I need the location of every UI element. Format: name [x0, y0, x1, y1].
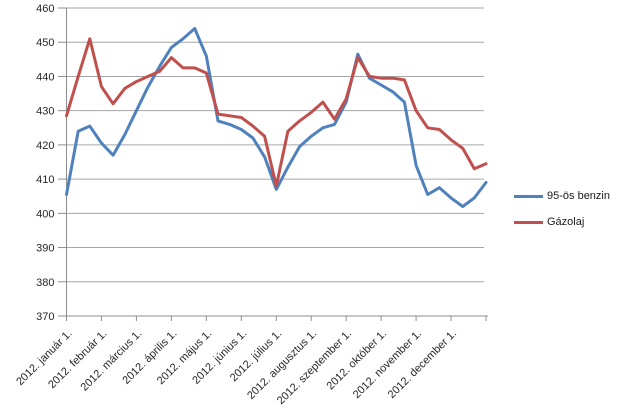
gazolaj-line-swatch-icon: [514, 220, 543, 224]
y-axis-labels: 370 380 390 400 410 420 430 440 450 460: [36, 3, 54, 323]
x-axis-tick-label: 2012. október 1.: [325, 328, 390, 393]
x-axis-tick-label: 2012. március 1.: [79, 328, 145, 394]
benzin-line-swatch-icon: [514, 194, 543, 198]
y-axis-tick-label: 410: [36, 174, 54, 186]
y-axis-tick-label: 370: [36, 311, 54, 323]
x-axis-labels: 2012. január 1.2012. február 1.2012. már…: [14, 328, 459, 407]
y-axis-tick-label: 450: [36, 37, 54, 49]
x-axis-tick-label: 2012. december 1.: [386, 328, 459, 401]
benzin-legend-label: 95-ös benzin: [547, 190, 610, 202]
y-axis-tick-label: 430: [36, 106, 54, 118]
chart-legend: 95-ös benzin Gázolaj: [514, 189, 610, 229]
y-axis-tick-label: 460: [36, 3, 54, 15]
axes: [66, 8, 488, 321]
legend-item-benzin: 95-ös benzin: [514, 189, 610, 203]
y-axis-tick-label: 400: [36, 208, 54, 220]
gazolaj-legend-label: Gázolaj: [547, 216, 585, 228]
y-axis-tick-label: 390: [36, 243, 54, 255]
legend-item-gazolaj: Gázolaj: [514, 215, 610, 229]
y-axis-tick-label: 440: [36, 71, 54, 83]
gazolaj-series-line: [65, 37, 488, 188]
y-axis-tick-label: 420: [36, 140, 54, 152]
benzin-series-line: [65, 27, 488, 208]
y-axis-tick-label: 380: [36, 277, 54, 289]
